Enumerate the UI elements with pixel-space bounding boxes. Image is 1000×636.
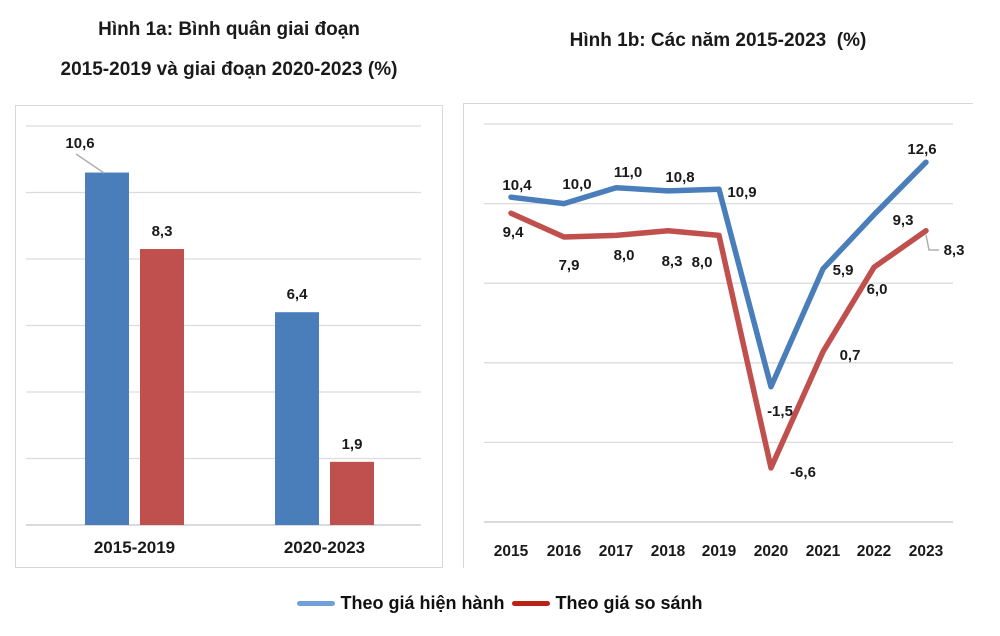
svg-text:2023: 2023 [909,543,944,560]
svg-text:-1,5: -1,5 [767,403,793,420]
chart-1a-title: Hình 1a: Bình quân giai đoạn 2015-2019 v… [10,10,448,90]
svg-text:8,3: 8,3 [662,253,683,270]
svg-text:2020: 2020 [754,543,788,560]
chart-panel-1b: 10,4 10,0 11,0 10,8 10,9 -1,5 5,9 9,3 12,6 9,4 7,9… [463,103,973,568]
svg-text:8,3: 8,3 [152,223,173,240]
legend-item-current-prices: Theo giá hiện hành [297,593,504,614]
svg-text:10,6: 10,6 [65,135,94,152]
svg-text:10,4: 10,4 [502,177,532,194]
svg-text:5,9: 5,9 [833,262,854,279]
legend-label-current-prices: Theo giá hiện hành [340,592,505,613]
svg-text:2018: 2018 [651,543,686,560]
svg-text:2020-2023: 2020-2023 [284,538,365,557]
svg-text:12,6: 12,6 [907,141,936,158]
svg-text:2015-2019: 2015-2019 [94,538,175,557]
svg-text:11,0: 11,0 [614,164,642,181]
svg-text:10,9: 10,9 [727,184,756,201]
chart-1a-title-line1: Hình 1a: Bình quân giai đoạn [98,19,360,40]
svg-text:-6,6: -6,6 [790,464,816,481]
svg-text:6,4: 6,4 [287,286,309,303]
svg-text:9,3: 9,3 [893,212,914,229]
svg-text:9,4: 9,4 [503,224,525,241]
svg-text:2021: 2021 [806,543,841,560]
line-chart-svg: 10,4 10,0 11,0 10,8 10,9 -1,5 5,9 9,3 12,6 9,4 7,9… [484,123,965,560]
svg-text:1,9: 1,9 [342,436,363,453]
svg-text:10,8: 10,8 [665,169,694,186]
svg-text:7,9: 7,9 [559,257,580,274]
svg-text:6,0: 6,0 [867,281,888,298]
svg-text:0,7: 0,7 [840,347,861,364]
chart-1b-title: Hình 1b: Các năm 2015-2023 (%) [569,30,867,51]
svg-text:2022: 2022 [857,543,891,560]
svg-text:8,0: 8,0 [692,254,713,271]
chart-panel-1a: 8,3 2015-2019 6,4 1,9 2020-2023 10,6 [15,105,443,568]
legend-item-constant-prices: Theo giá so sánh [512,592,703,614]
svg-text:8,3: 8,3 [944,242,965,259]
chart-legend: Theo giá hiện hành Theo giá so sánh [0,588,1000,618]
svg-text:2016: 2016 [547,543,582,560]
svg-text:10,0: 10,0 [562,176,591,193]
chart-1a-title-line2: 2015-2019 và giai đoạn 2020-2023 (%) [60,59,398,80]
legend-swatch-red-icon [512,600,551,606]
svg-text:2015: 2015 [494,543,529,560]
bar-chart-svg: 8,3 2015-2019 6,4 1,9 2020-2023 10,6 [26,125,421,557]
legend-label-constant-prices: Theo giá so sánh [555,592,703,613]
svg-text:8,0: 8,0 [614,247,635,264]
svg-text:2017: 2017 [599,543,633,560]
legend-swatch-blue-icon [297,600,336,606]
svg-text:2019: 2019 [702,543,737,560]
